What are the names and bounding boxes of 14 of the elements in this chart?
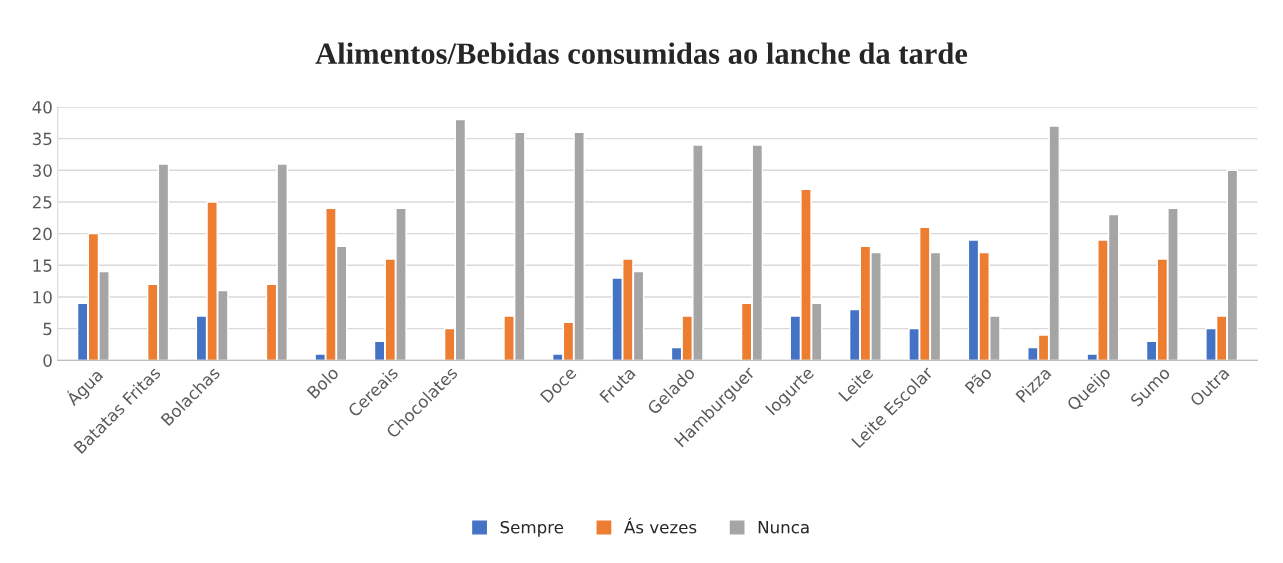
y-tick-label: 30 [32, 164, 52, 177]
y-tick-label: 10 [33, 290, 52, 304]
y-tick-label: 5 [43, 322, 52, 336]
y-tick-label: 25 [32, 195, 52, 209]
x-tick-label: Pão [964, 365, 993, 395]
y-tick-label: 15 [33, 259, 52, 272]
y-tick-label: 20 [32, 227, 52, 241]
y-tick-label: 40 [32, 100, 52, 114]
chart-title: Alimentos/Bebidas consumidas ao lanche da tarde [315, 42, 968, 65]
legend-label: Sempre [500, 520, 564, 537]
legend-label: Ás vezes [624, 517, 697, 534]
y-tick-label: 35 [32, 132, 52, 146]
y-tick-label: 0 [43, 354, 52, 367]
legend-label: Nunca [758, 521, 809, 534]
